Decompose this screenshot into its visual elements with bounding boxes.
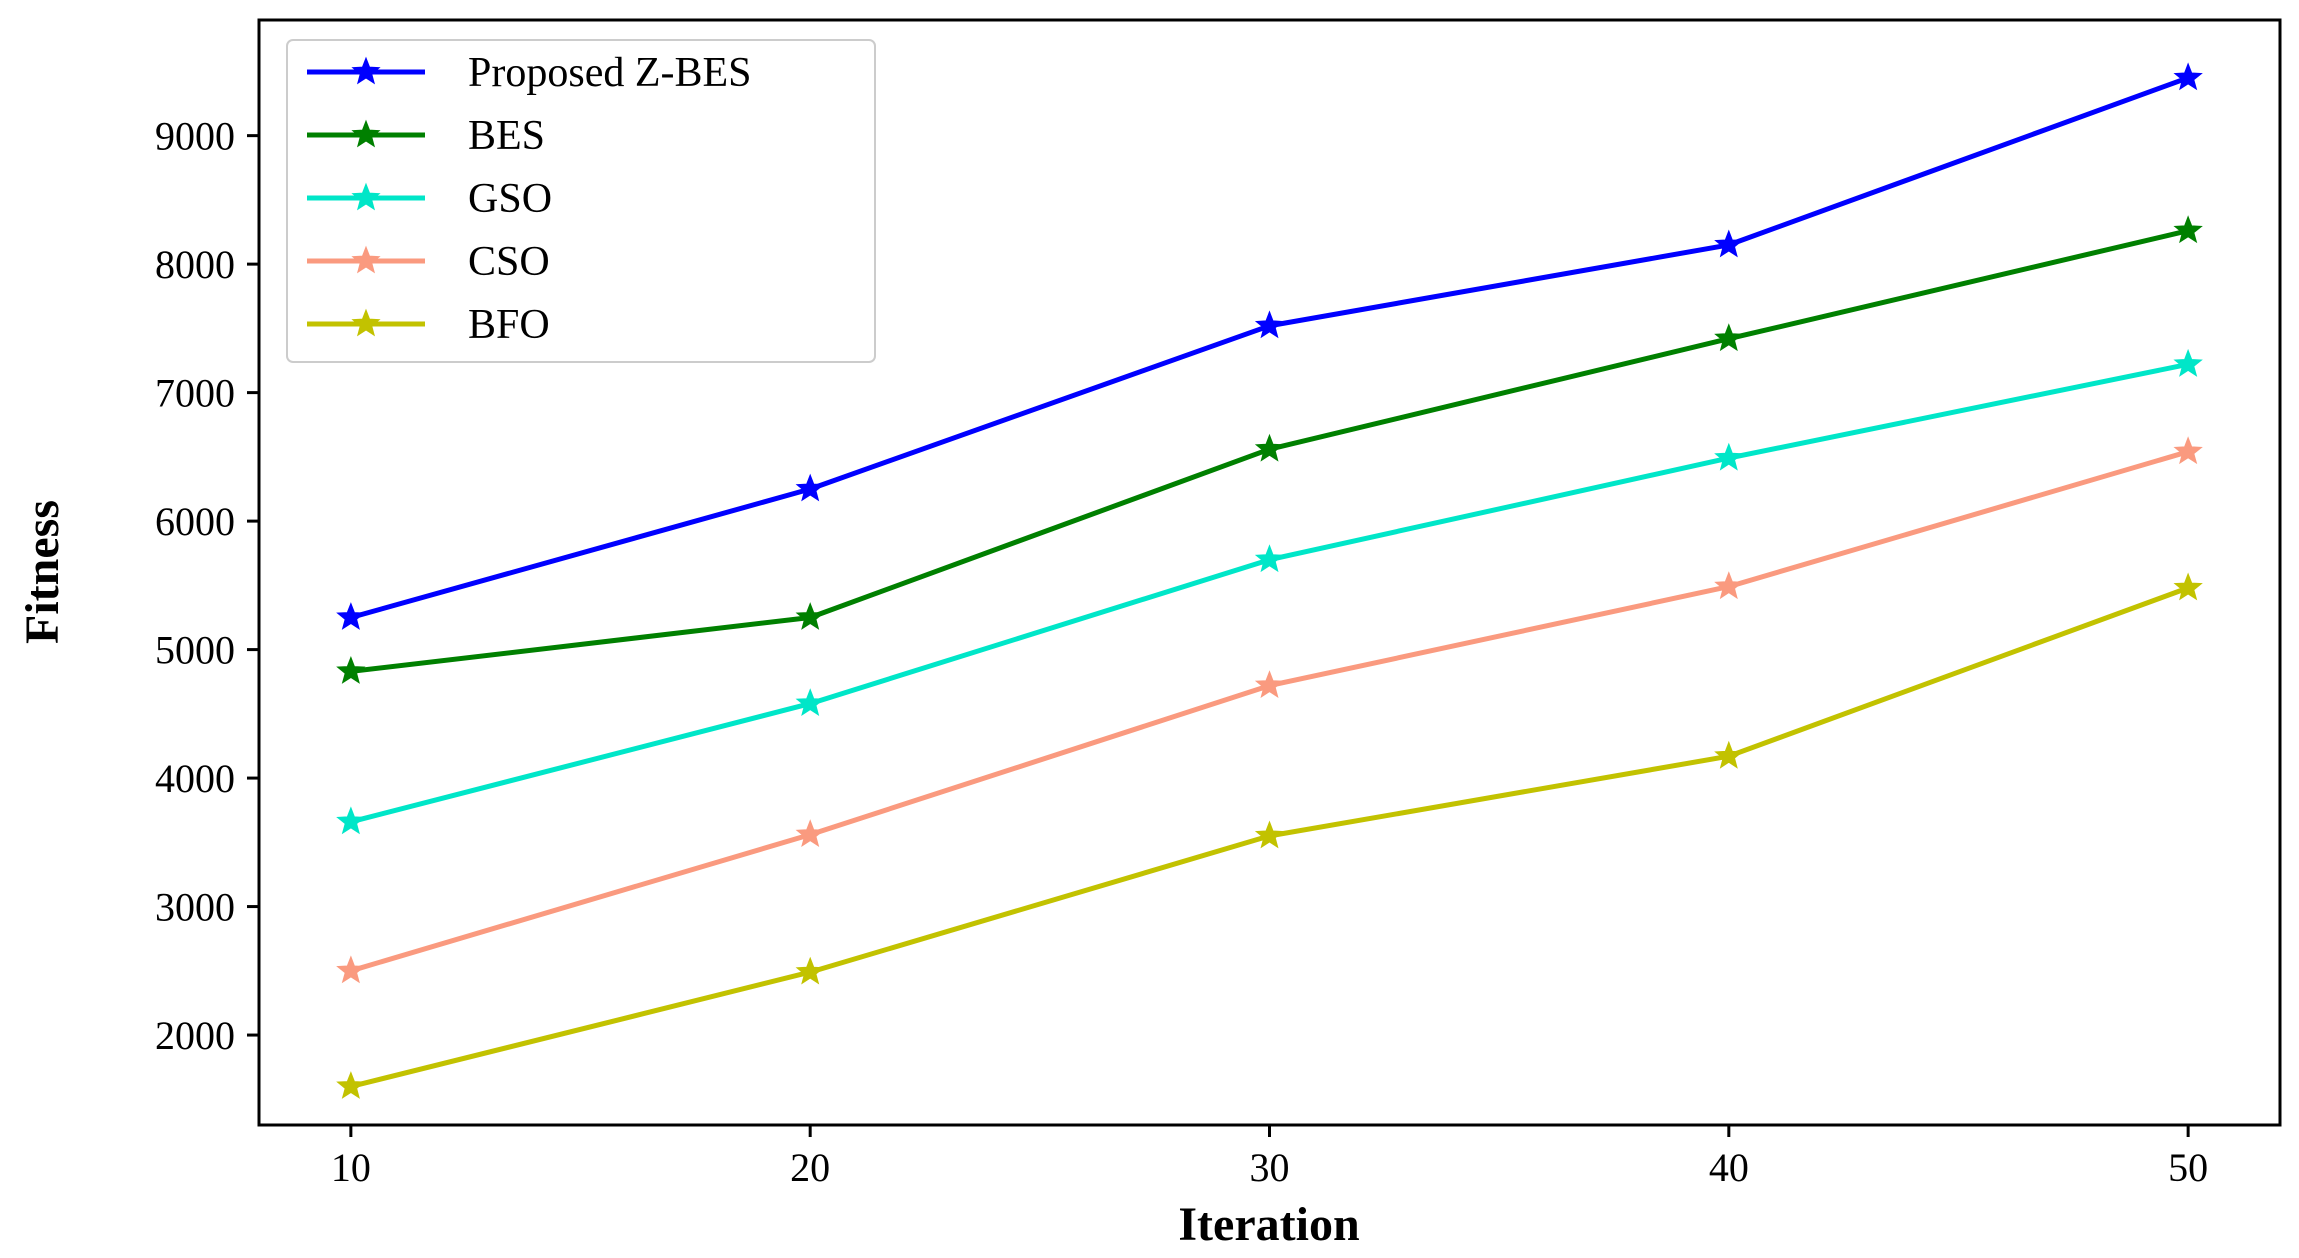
legend-item-gso: GSO	[307, 176, 552, 222]
data-point	[1254, 433, 1285, 462]
legend-item-bfo: BFO	[307, 302, 550, 348]
data-point	[336, 955, 366, 984]
y-axis-title: Fitness	[16, 500, 69, 644]
legend-item-bes: BES	[307, 113, 545, 159]
legend-frame	[286, 39, 876, 363]
x-axis-title: Iteration	[1178, 1198, 1359, 1251]
y-tick-label: 3000	[155, 885, 235, 930]
data-point	[2173, 348, 2203, 377]
y-tick-label: 5000	[155, 628, 235, 673]
data-point	[1714, 442, 1744, 471]
legend-label: GSO	[468, 176, 552, 222]
legend-marker	[351, 119, 381, 148]
y-tick-label: 7000	[155, 371, 235, 416]
data-point	[1254, 544, 1285, 573]
data-point	[795, 688, 825, 717]
data-point	[795, 602, 825, 630]
series-line-gso	[350, 361, 2189, 825]
data-point	[336, 656, 366, 684]
legend-marker	[351, 245, 381, 274]
data-point	[1254, 670, 1285, 699]
series-layer	[336, 62, 2203, 1099]
data-point	[1254, 820, 1285, 849]
data-point	[1714, 323, 1744, 352]
data-point	[795, 473, 825, 502]
data-point	[1254, 310, 1285, 339]
legend-marker	[351, 182, 381, 211]
data-point	[336, 806, 366, 835]
legend-item-cso: CSO	[307, 239, 550, 285]
data-point	[2173, 62, 2203, 91]
y-tick-label: 9000	[155, 114, 235, 159]
data-point	[2173, 215, 2203, 244]
y-tick-label: 6000	[155, 499, 235, 544]
data-point	[2173, 572, 2203, 601]
x-tick-label: 20	[790, 1145, 830, 1190]
data-point	[795, 819, 825, 848]
series-gso	[336, 348, 2203, 835]
data-point	[1714, 229, 1744, 258]
x-tick-label: 10	[331, 1145, 371, 1190]
series-cso	[336, 436, 2203, 984]
legend-marker	[351, 308, 381, 337]
legend-label: BES	[468, 113, 545, 159]
x-tick-label: 30	[1250, 1145, 1290, 1190]
data-point	[2173, 436, 2203, 465]
y-tick-label: 2000	[155, 1013, 235, 1058]
data-point	[336, 1071, 366, 1099]
x-tick-label: 50	[2168, 1145, 2208, 1190]
series-bfo	[336, 572, 2203, 1099]
y-axis-ticks: 2000 3000 4000 5000 6000 7000 8000 9000	[155, 114, 259, 1058]
y-tick-label: 4000	[155, 756, 235, 801]
y-tick-label: 8000	[155, 242, 235, 287]
legend-label: BFO	[468, 302, 550, 348]
data-point	[336, 602, 366, 630]
legend-item-proposed-z-bes: Proposed Z-BES	[307, 50, 752, 96]
data-point	[1714, 740, 1744, 769]
series-bes	[336, 215, 2203, 684]
legend-marker	[351, 56, 381, 85]
series-proposed-z-bes	[336, 62, 2203, 630]
data-point	[795, 956, 825, 985]
data-point	[1714, 571, 1744, 600]
legend-label: CSO	[468, 239, 550, 285]
x-tick-label: 40	[1709, 1145, 1749, 1190]
legend-label: Proposed Z-BES	[468, 50, 752, 96]
series-line-cso	[350, 449, 2189, 974]
legend: Proposed Z-BES BES GSO CSO BFO	[286, 39, 876, 363]
x-axis-ticks: 10 20 30 40 50	[331, 1125, 2208, 1190]
